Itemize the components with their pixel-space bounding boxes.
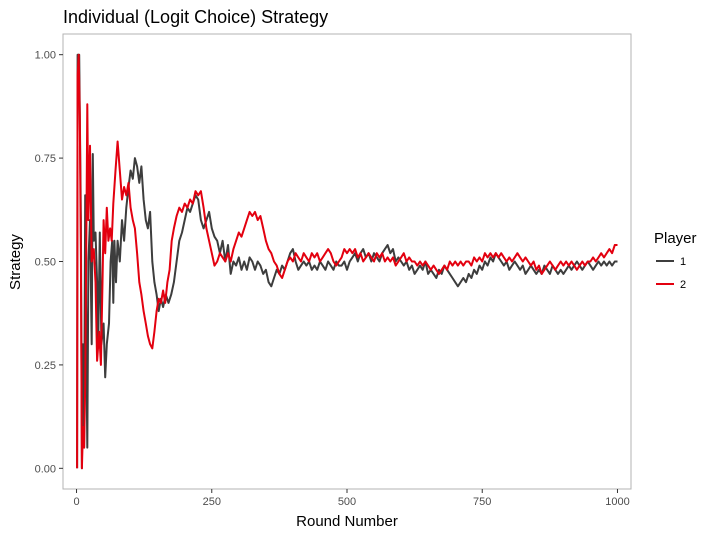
series-lines <box>76 53 618 470</box>
y-tick-label: 0.25 <box>35 360 56 372</box>
y-tick-label: 0.00 <box>35 463 56 475</box>
legend-label-player-2: 2 <box>680 279 686 291</box>
y-tick-label: 0.50 <box>35 257 56 269</box>
y-tick-label: 0.75 <box>35 153 56 165</box>
chart-title: Individual (Logit Choice) Strategy <box>63 7 328 27</box>
x-tick-label: 0 <box>73 496 79 508</box>
x-tick-label: 750 <box>473 496 491 508</box>
y-axis: 0.00 0.25 0.50 0.75 1.00 <box>35 50 63 475</box>
x-tick-label: 250 <box>203 496 221 508</box>
series-line-player-2 <box>76 53 618 470</box>
series-line-player-1 <box>76 53 618 470</box>
x-axis-title: Round Number <box>296 513 398 530</box>
x-tick-label: 1000 <box>605 496 629 508</box>
plot-panel <box>62 33 632 490</box>
legend-title: Player <box>654 230 697 247</box>
y-tick-label: 1.00 <box>35 50 56 62</box>
legend: Player 1 2 <box>654 230 697 291</box>
legend-label-player-1: 1 <box>680 256 686 268</box>
y-axis-title: Strategy <box>7 234 24 290</box>
x-axis: 0 250 500 750 1000 <box>73 489 630 508</box>
x-tick-label: 500 <box>338 496 356 508</box>
